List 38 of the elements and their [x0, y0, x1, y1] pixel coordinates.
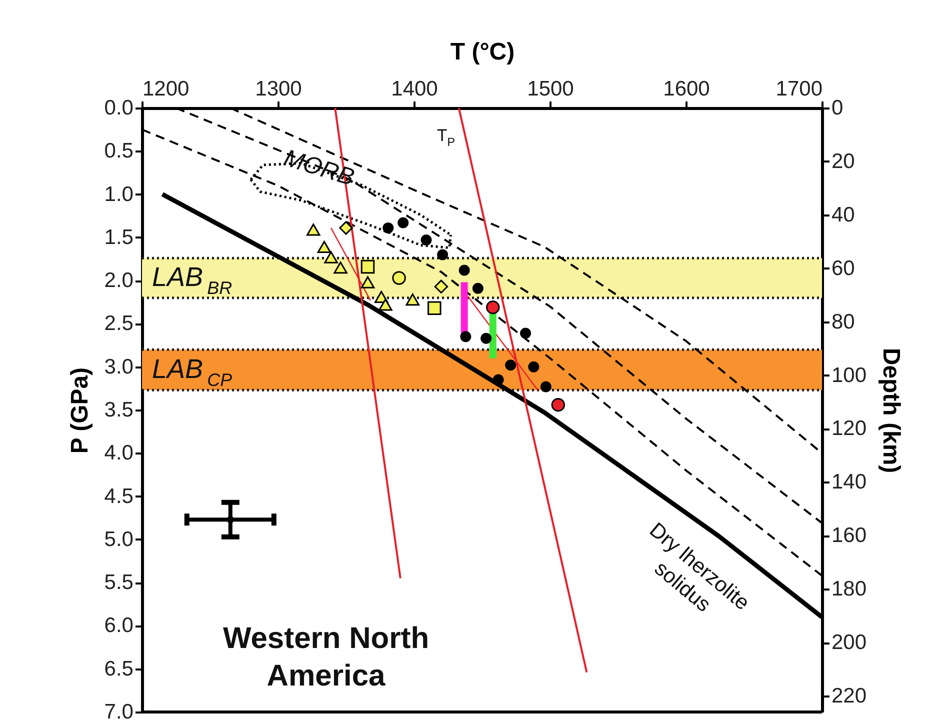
y2-tick-label: 120 [832, 417, 867, 440]
x-tick-label: 1600 [663, 78, 710, 100]
y-tick-label: 2.5 [104, 312, 134, 336]
y2-tick-label: 0 [832, 96, 844, 120]
y-axis-title: P (GPa) [66, 367, 94, 454]
y2-tick-label: 200 [832, 631, 867, 654]
y-tick-label: 6.0 [104, 614, 134, 638]
y-tick-label: 3.0 [104, 355, 134, 378]
annotation: MORB [280, 144, 358, 192]
y2-tick-label: 20 [832, 150, 855, 173]
x-tick-label: 1700 [776, 78, 822, 100]
y2-tick-label: 160 [832, 524, 867, 548]
y2-axis-title: Depth (km) [878, 348, 905, 474]
y2-tick-label: 180 [832, 578, 867, 601]
y2-tick-label: 100 [832, 364, 867, 387]
x-tick-label: 1400 [391, 78, 438, 100]
x-tick-label: 1500 [527, 78, 574, 100]
y2-tick-label: 40 [832, 203, 855, 226]
annotation: Western North America [222, 622, 430, 692]
y-tick-label: 0.0 [104, 96, 134, 120]
y-tick-label: 6.5 [104, 657, 134, 680]
y2-tick-label: 220 [832, 684, 867, 708]
y-tick-label: 5.5 [104, 571, 134, 594]
x-axis-title: T (°C) [450, 38, 515, 66]
y-tick-label: 7.0 [104, 700, 134, 724]
x-tick-label: 1300 [255, 78, 302, 100]
y-tick-label: 1.5 [104, 226, 134, 249]
y2-tick-label: 80 [832, 310, 855, 334]
x-tick-label: 1200 [142, 78, 190, 100]
y2-tick-label: 140 [832, 470, 867, 494]
y2-tick-label: 60 [832, 256, 855, 280]
y-tick-label: 2.0 [104, 269, 134, 292]
y-tick-label: 1.0 [104, 182, 134, 206]
y-tick-label: 4.0 [104, 442, 134, 465]
y-tick-label: 3.5 [104, 398, 134, 422]
y-tick-label: 4.5 [104, 484, 134, 508]
y-tick-label: 0.5 [104, 140, 134, 163]
y-tick-label: 5.0 [104, 528, 134, 551]
